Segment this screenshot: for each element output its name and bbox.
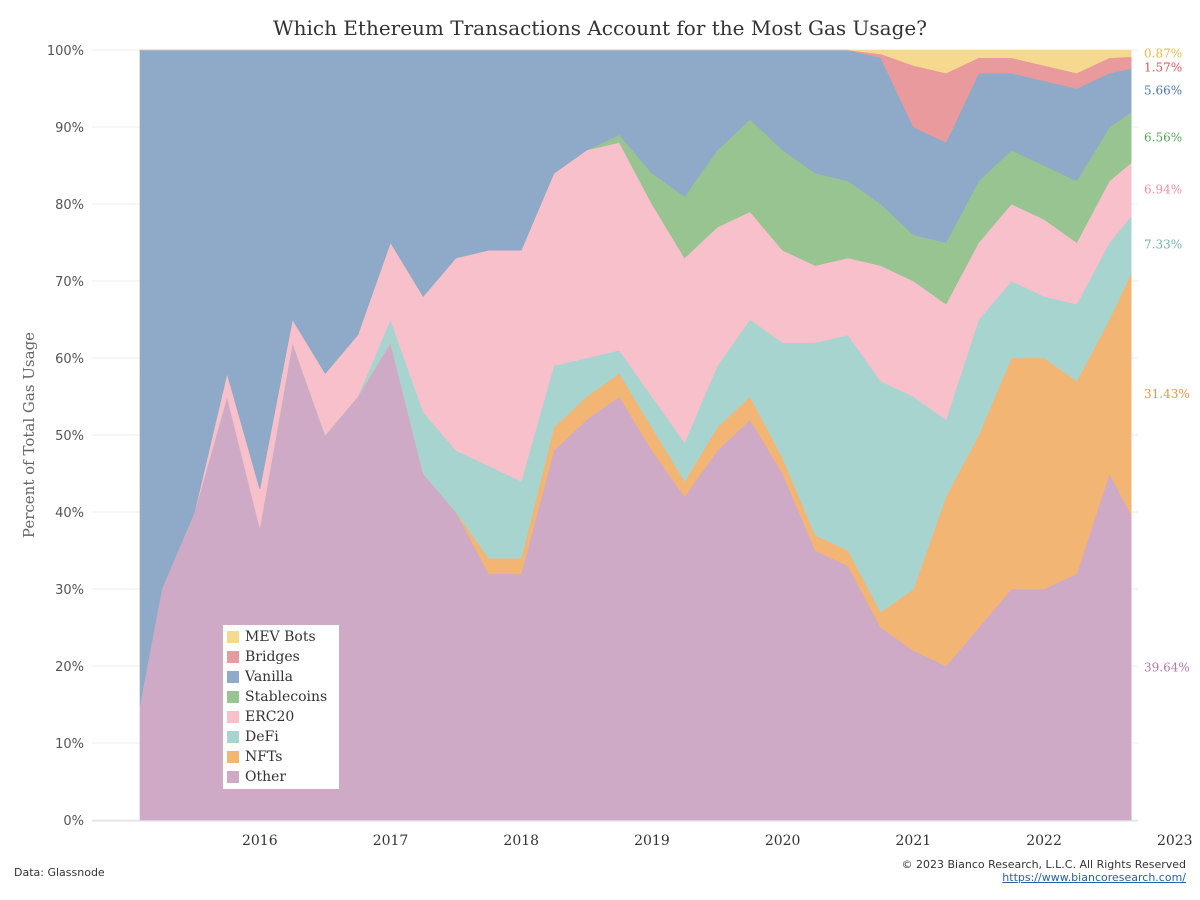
legend-item: Bridges (227, 647, 339, 667)
end-label: 31.43% (1144, 387, 1190, 401)
legend-label: ERC20 (245, 709, 295, 725)
end-label: 6.94% (1144, 183, 1182, 197)
x-tick-label: 2017 (373, 833, 409, 849)
legend-swatch (227, 691, 239, 703)
copyright: © 2023 Bianco Research, L.L.C. All Right… (902, 858, 1186, 884)
y-tick-label: 20% (55, 660, 84, 675)
end-label: 6.56% (1144, 131, 1182, 145)
end-labels: 0.87%1.57% 5.66% 6.56% 6.94% 7.33% 31.43% 39.6… (1144, 46, 1190, 674)
copyright-text: © 2023 Bianco Research, L.L.C. All Right… (901, 858, 1186, 871)
legend-label: DeFi (245, 729, 279, 745)
legend-swatch (227, 651, 239, 663)
areas (139, 49, 1132, 821)
y-tick-label: 10% (55, 737, 84, 752)
y-axis-label: Percent of Total Gas Usage (20, 332, 38, 538)
x-tick-label: 2020 (765, 833, 801, 849)
y-tick-label: 100% (47, 44, 84, 59)
chart-title: Which Ethereum Transactions Account for … (273, 16, 927, 40)
y-tick-label: 30% (55, 583, 84, 598)
legend-label: MEV Bots (245, 629, 316, 645)
data-source: Data: Glassnode (14, 866, 105, 879)
end-label: 39.64% (1144, 660, 1190, 674)
legend-item: Vanilla (227, 667, 339, 687)
legend-swatch (227, 631, 239, 643)
y-tick-label: 60% (55, 352, 84, 367)
legend-label: Vanilla (245, 669, 293, 685)
legend-item: Other (227, 767, 339, 787)
legend-swatch (227, 771, 239, 783)
y-axis: 0% 10% 20% 30% 40% 50% 60% 70% 80% 90% 100% (47, 44, 84, 829)
area-mev-bots (140, 49, 1132, 74)
legend: MEV Bots Bridges Vanilla Stablecoins ERC20 De… (223, 625, 339, 789)
x-tick-label: 2021 (896, 833, 932, 849)
legend-item: Stablecoins (227, 687, 339, 707)
end-label: 1.57% (1144, 60, 1182, 74)
y-tick-label: 0% (63, 814, 84, 829)
legend-swatch (227, 671, 239, 683)
y-tick-label: 70% (55, 275, 84, 290)
legend-swatch (227, 751, 239, 763)
x-tick-label: 2018 (503, 833, 539, 849)
y-tick-label: 80% (55, 198, 84, 213)
end-label: 0.87% (1144, 46, 1182, 60)
y-tick-label: 90% (55, 121, 84, 136)
legend-swatch (227, 711, 239, 723)
legend-item: DeFi (227, 727, 339, 747)
y-tick-label: 50% (55, 429, 84, 444)
legend-item: NFTs (227, 747, 339, 767)
legend-label: NFTs (245, 749, 283, 765)
legend-label: Bridges (245, 649, 300, 665)
x-tick-label: 2019 (634, 833, 670, 849)
x-tick-label: 2023 (1157, 833, 1193, 849)
legend-swatch (227, 731, 239, 743)
legend-item: ERC20 (227, 707, 339, 727)
legend-item: MEV Bots (227, 627, 339, 647)
website-link[interactable]: https://www.biancoresearch.com/ (1002, 871, 1186, 884)
end-label: 7.33% (1144, 238, 1182, 252)
end-label: 5.66% (1144, 84, 1182, 98)
legend-label: Stablecoins (245, 689, 328, 705)
x-tick-label: 2016 (242, 833, 278, 849)
x-axis: 2016 2017 2018 2019 2020 2021 2022 2023 (92, 820, 1193, 849)
legend-label: Other (245, 769, 287, 785)
y-tick-label: 40% (55, 506, 84, 521)
x-tick-label: 2022 (1026, 833, 1062, 849)
